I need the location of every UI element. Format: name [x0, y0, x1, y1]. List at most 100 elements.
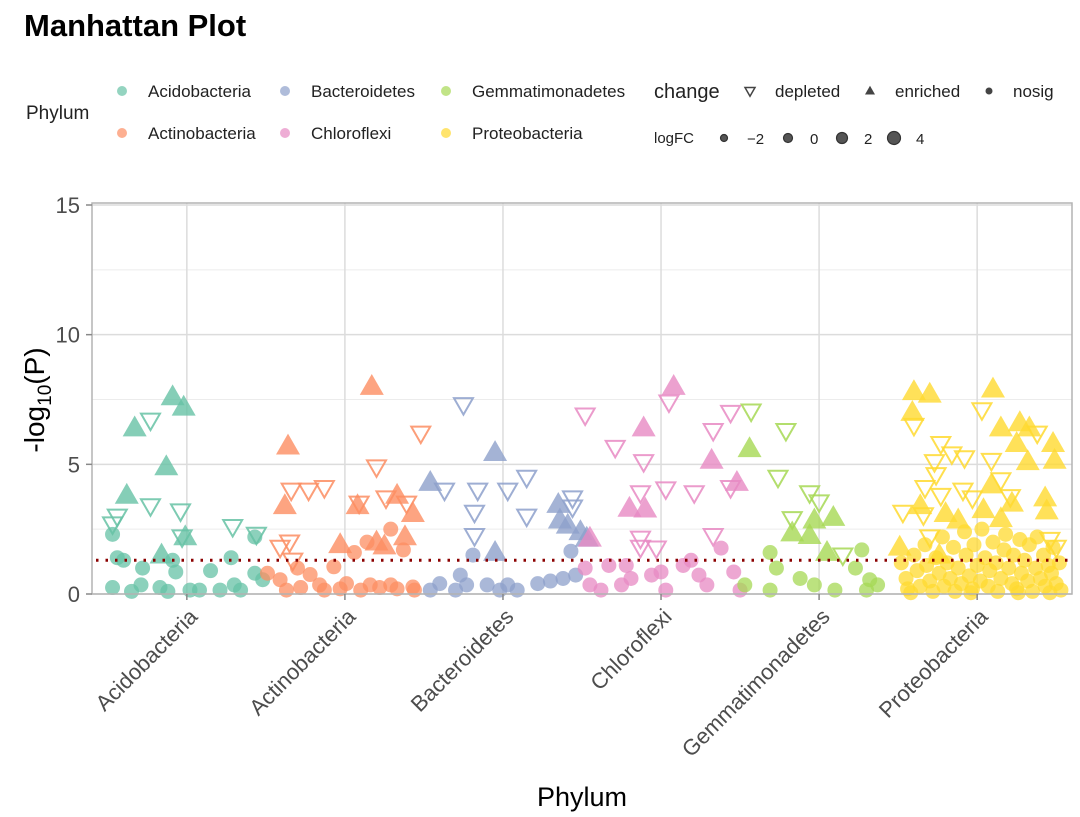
enriched-point [631, 415, 656, 437]
enriched-point [555, 512, 580, 534]
enriched-point [272, 493, 297, 515]
nosig-point [1017, 552, 1033, 568]
nosig-point [160, 583, 176, 599]
depleted-point [929, 487, 953, 508]
nosig-point [653, 564, 669, 580]
legend-label: 0 [810, 131, 818, 148]
depleted-point [603, 439, 627, 460]
nosig-point [278, 582, 294, 598]
enriched-point [385, 482, 410, 504]
enriched-point [900, 399, 925, 421]
nosig-point [827, 582, 843, 598]
enriched-point [699, 447, 724, 469]
nosig-point [806, 577, 822, 593]
enriched-point [483, 539, 508, 561]
nosig-point [563, 543, 579, 559]
enriched-point [418, 469, 443, 491]
x-tick-label: Proteobacteria [874, 603, 993, 722]
enriched-point [797, 523, 822, 545]
depleted-point [1044, 539, 1068, 560]
depleted-point [268, 539, 292, 560]
depleted-point [923, 454, 946, 474]
nosig-point [555, 570, 571, 586]
legend-key-circle [117, 128, 127, 138]
depleted-point [573, 407, 597, 427]
enriched-point [160, 384, 185, 406]
nosig-point [422, 582, 438, 598]
depleted-point [657, 394, 681, 415]
enriched-point [946, 507, 971, 529]
nosig-point [990, 583, 1006, 599]
nosig-point [726, 564, 742, 580]
nosig-point [233, 582, 249, 598]
legend-label: Bacteroidetes [311, 82, 415, 101]
enriched-point [917, 381, 942, 403]
nosig-point [362, 577, 378, 593]
enriched-point [901, 379, 926, 401]
nosig-point [683, 552, 699, 568]
legend-label: Gemmatimonadetes [472, 82, 625, 101]
nosig-point [116, 552, 132, 568]
nosig-point [699, 577, 715, 593]
depleted-point [701, 423, 725, 443]
depleted-point [970, 402, 994, 422]
nosig-point [998, 526, 1014, 542]
legend-logfc-title: logFC [654, 130, 694, 147]
y-tick-label: 15 [56, 193, 80, 218]
y-tick-label: 5 [68, 452, 80, 477]
nosig-point [762, 582, 778, 598]
legend-enriched-icon [865, 85, 875, 95]
nosig-point [792, 570, 808, 586]
x-tick-label: Acidobacteria [90, 603, 202, 715]
enriched-point [724, 469, 749, 491]
legend-key-circle [280, 128, 290, 138]
enriched-point [171, 394, 196, 416]
enriched-point [1042, 447, 1067, 469]
enriched-point [988, 415, 1013, 437]
nosig-point [389, 581, 405, 597]
depleted-point [365, 459, 388, 479]
legend-label: depleted [775, 82, 840, 101]
y-axis: 0 5 10 15 [56, 193, 92, 607]
legend-size-circle [782, 132, 794, 144]
depleted-point [515, 469, 538, 490]
x-tick-label: Chloroflexi [585, 604, 676, 695]
enriched-point [173, 524, 198, 546]
nosig-point [203, 563, 219, 579]
depleted-point [774, 423, 798, 443]
legend: Phylum Acidobacteria Bacteroidetes Gemmati… [26, 81, 1054, 148]
legend-phylum-title: Phylum [26, 103, 89, 124]
depleted-point [452, 397, 475, 417]
depleted-point [496, 482, 519, 503]
nosig-point [346, 545, 362, 561]
depleted-point [739, 403, 763, 424]
nosig-point [906, 547, 922, 563]
legend-label: nosig [1013, 82, 1054, 101]
depleted-point [433, 482, 456, 503]
enriched-point [483, 440, 508, 462]
depleted-point [463, 528, 486, 548]
enriched-point [927, 542, 952, 564]
nosig-point [1001, 560, 1017, 576]
x-tick-label: Gemmatimonadetes [677, 604, 835, 762]
depleted-point [682, 485, 706, 505]
x-tick-label: Actinobacteria [244, 603, 361, 720]
nosig-point [479, 577, 495, 593]
nosig-point [332, 581, 348, 597]
enriched-point [1017, 415, 1042, 437]
legend-size-circle [886, 130, 902, 146]
legend-label: −2 [747, 131, 764, 148]
depleted-point [891, 504, 915, 525]
nosig-point [713, 540, 729, 556]
nosig-point [768, 560, 784, 576]
nosig-point [614, 577, 630, 593]
enriched-point [815, 539, 839, 561]
depleted-point [780, 511, 804, 531]
legend-key-circle [117, 86, 127, 96]
legend-label: 4 [916, 131, 924, 148]
nosig-point [945, 539, 961, 555]
nosig-point [762, 545, 778, 561]
enriched-point [1015, 449, 1040, 471]
legend-change-title: change [654, 81, 720, 103]
depleted-point [807, 494, 831, 514]
